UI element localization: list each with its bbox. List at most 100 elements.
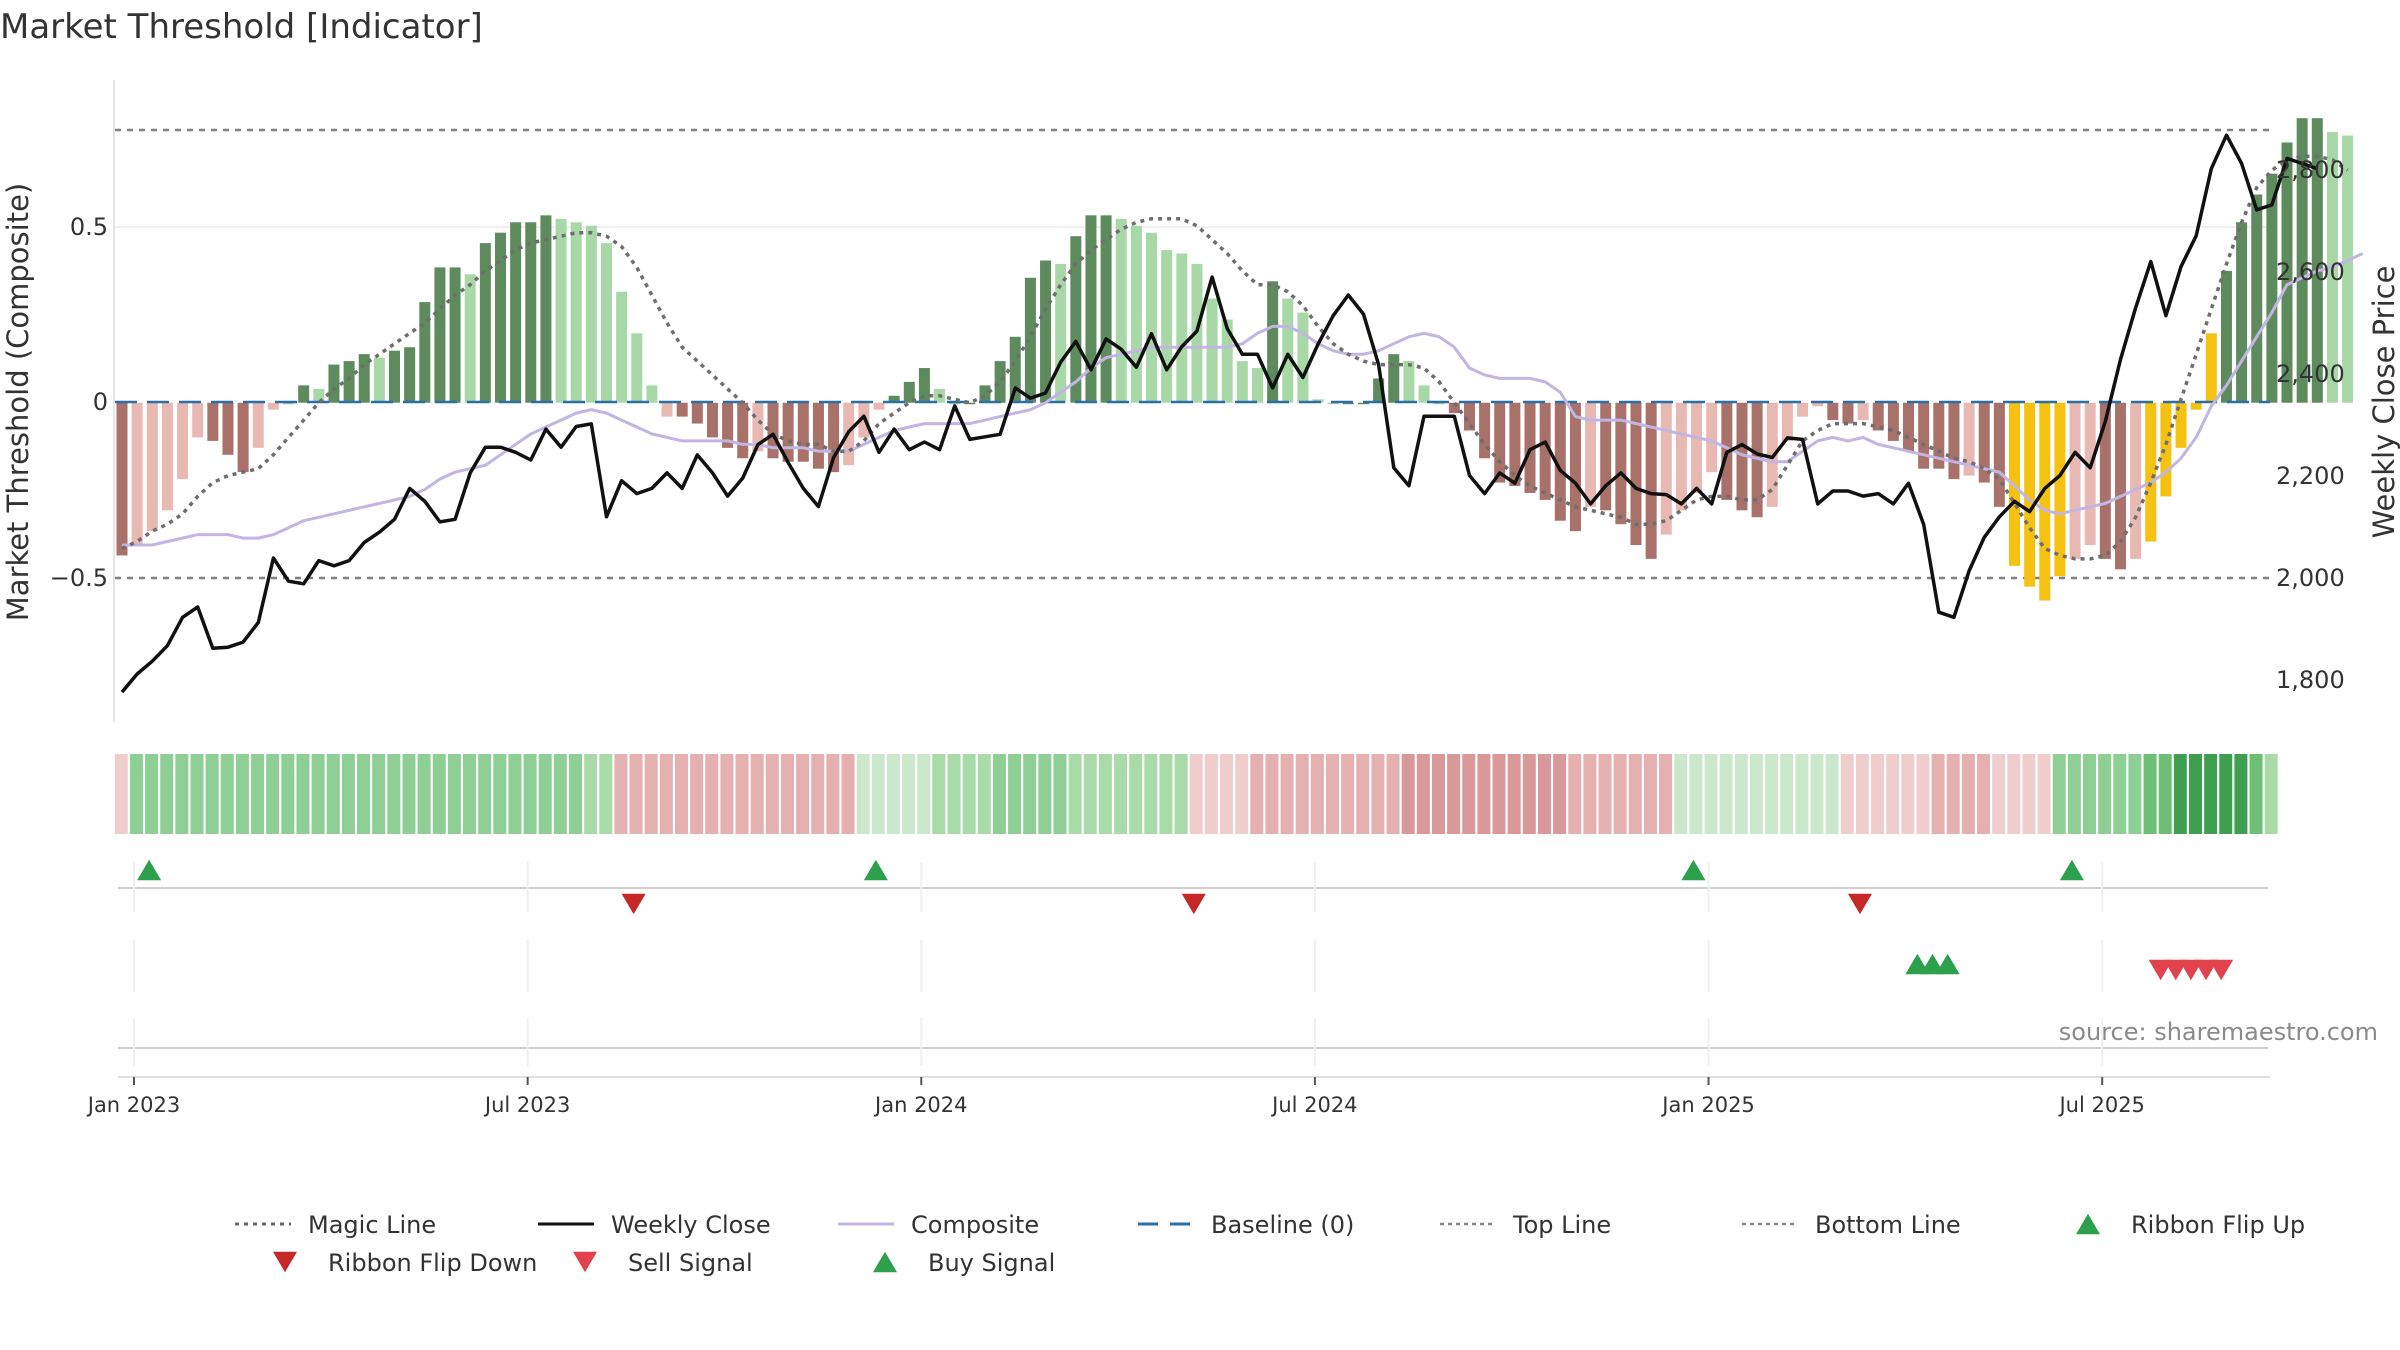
ribbon-cell: [326, 754, 340, 834]
ribbon-cell: [235, 754, 249, 834]
ribbon-cell: [1825, 754, 1839, 834]
ribbon-cell: [463, 754, 477, 834]
composite-bar: [706, 402, 718, 438]
composite-bar: [2175, 402, 2187, 448]
ribbon-cell: [1522, 754, 1536, 834]
ribbon-flip-down-marker: [1181, 893, 1206, 915]
legend-label: Ribbon Flip Down: [328, 1249, 537, 1277]
composite-bar: [2266, 173, 2278, 403]
ribbon-cell: [1704, 754, 1718, 834]
right-tick-1800: 1,800: [2276, 666, 2345, 694]
composite-bar: [373, 357, 385, 403]
composite-bar: [1236, 361, 1248, 403]
left-tick-0: 0: [93, 388, 108, 416]
composite-bar: [1812, 402, 1824, 407]
composite-bar: [2114, 402, 2126, 570]
ribbon-cell: [962, 754, 976, 834]
legend-label: Ribbon Flip Up: [2131, 1211, 2305, 1239]
buy-signal-marker: [1920, 953, 1945, 975]
ribbon-cell: [1038, 754, 1052, 834]
composite-bar: [918, 368, 930, 403]
ribbon-flip-down-marker: [621, 893, 646, 915]
ribbon-cell: [1235, 754, 1249, 834]
composite-bar: [1403, 361, 1415, 403]
composite-bar: [903, 381, 915, 403]
composite-bar: [873, 402, 885, 410]
ribbon-cell: [281, 754, 295, 834]
composite-bar: [2039, 402, 2051, 601]
ribbon-cell: [1628, 754, 1642, 834]
ribbon-cell: [932, 754, 946, 834]
composite-bar: [252, 402, 264, 448]
ribbon-cell: [2264, 754, 2278, 834]
composite-bar: [2054, 402, 2066, 577]
ribbon-cell: [1053, 754, 1067, 834]
composite-bar: [1221, 319, 1233, 403]
composite-bar: [495, 232, 506, 403]
ribbon-cell: [2204, 754, 2218, 834]
composite-bar: [1978, 402, 1990, 483]
main-plot-area: 0.5 0 −0.5 2,800 2,600 2,400 2,200 2,000…: [1, 80, 2400, 722]
composite-bar: [313, 388, 325, 403]
composite-bar: [1751, 402, 1763, 518]
ribbon-cell: [145, 754, 159, 834]
ribbon-cell: [1008, 754, 1022, 834]
ribbon-cell: [1023, 754, 1037, 834]
composite-bar: [1342, 402, 1354, 405]
sell-signal-marker: [2163, 959, 2188, 981]
ribbon-cell: [1689, 754, 1703, 834]
composite-bar: [570, 222, 582, 403]
ribbon-cell: [387, 754, 401, 834]
composite-bar: [525, 222, 537, 403]
composite-bar: [1569, 402, 1581, 532]
composite-bar: [1827, 402, 1839, 421]
right-tick-2400: 2,400: [2276, 360, 2345, 388]
ribbon-cell: [2113, 754, 2127, 834]
legend-label: Composite: [911, 1211, 1039, 1239]
ribbon-cell: [1977, 754, 1991, 834]
ribbon-cell: [1719, 754, 1733, 834]
ribbon-cell: [129, 754, 143, 834]
ribbon-cell: [765, 754, 779, 834]
ribbon-cell: [1901, 754, 1915, 834]
composite-bar: [1055, 263, 1067, 403]
ribbon-cell: [478, 754, 492, 834]
ribbon-cell: [508, 754, 522, 834]
composite-bar: [540, 215, 552, 403]
composite-bar: [964, 402, 976, 405]
composite-bar: [691, 402, 703, 424]
ribbon-cell: [1280, 754, 1294, 834]
legend-label: Buy Signal: [928, 1249, 1055, 1277]
composite-bar: [737, 402, 749, 459]
composite-bar: [676, 402, 688, 417]
ribbon-cell: [1886, 754, 1900, 834]
ribbon-cell: [447, 754, 461, 834]
composite-bar: [1327, 402, 1339, 405]
composite-bar: [2069, 402, 2081, 559]
composite-bar: [1509, 402, 1521, 487]
date-tick-label: Jan 2023: [86, 1093, 181, 1117]
ribbon-cell: [1734, 754, 1748, 834]
composite-bar: [1433, 402, 1445, 405]
ribbon-cell: [1356, 754, 1370, 834]
ribbon-strip: [114, 754, 2278, 834]
composite-bar: [2236, 222, 2248, 403]
ribbon-cell: [523, 754, 537, 834]
composite-bar: [979, 385, 991, 403]
composite-bar: [2190, 402, 2202, 410]
source-text: source: sharemaestro.com: [2059, 1018, 2378, 1046]
ribbon-cell: [432, 754, 446, 834]
ribbon-cell: [1068, 754, 1082, 834]
composite-bar: [116, 402, 128, 556]
ribbon-cell: [1220, 754, 1234, 834]
composite-bar: [389, 350, 401, 403]
composite-bar: [1373, 378, 1385, 403]
composite-bar: [782, 402, 794, 462]
ribbon-cell: [841, 754, 855, 834]
composite-bars: [116, 118, 2354, 601]
composite-bar: [1009, 336, 1021, 403]
composite-bar: [1085, 215, 1097, 403]
composite-bar: [1161, 250, 1173, 403]
composite-bar: [797, 402, 809, 462]
